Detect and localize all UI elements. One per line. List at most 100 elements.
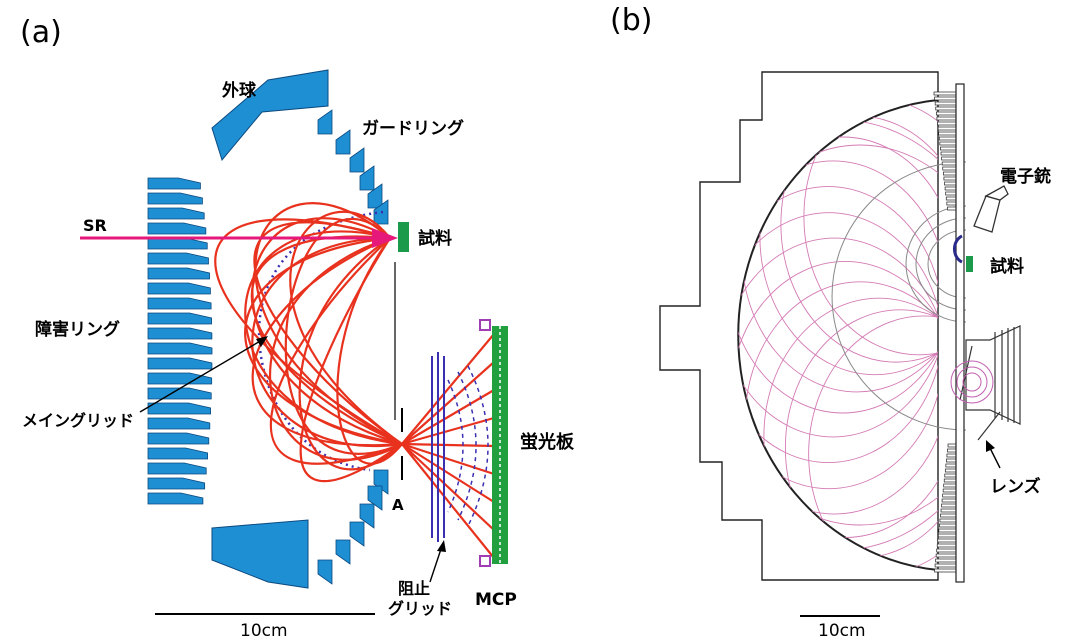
trajectory-b [738, 261, 938, 538]
mcp-bottom [479, 555, 491, 567]
obstacle-ring-plate [147, 432, 210, 445]
label-mcp: MCP [475, 590, 517, 610]
comb-tooth [936, 543, 957, 548]
trajectory-fan [401, 443, 495, 559]
trajectory-b [738, 186, 938, 463]
trajectory-fan [401, 443, 495, 503]
trajectory-fan [401, 389, 495, 445]
comb-tooth [945, 463, 957, 468]
trajectory-fan [401, 333, 495, 445]
trajectory-b [759, 100, 938, 376]
label-lens: レンズ [990, 476, 1041, 497]
comb-tooth [938, 528, 957, 533]
trajectory-fan [401, 442, 495, 448]
scale-label-b: 10cm [818, 621, 866, 641]
retard-grid-dashes [447, 365, 489, 527]
comb-electrodes-bottom [934, 443, 957, 573]
trajectory-fan [401, 361, 495, 445]
comb-tooth [937, 126, 957, 131]
electron-trajectories-b [738, 100, 938, 570]
phosphor-screen [492, 326, 508, 564]
lens-arrow [989, 447, 1001, 469]
comb-tooth [942, 488, 957, 493]
guard-ring-plate [317, 559, 333, 585]
obstacle-ring-plate [147, 207, 205, 220]
comb-tooth [939, 518, 957, 523]
sample-b [966, 256, 973, 272]
guard-ring-plate [349, 521, 365, 547]
panel-b: (b) [610, 3, 1051, 641]
comb-tooth [944, 468, 957, 473]
obstacle-ring-plate [147, 177, 201, 190]
comb-tooth [935, 553, 957, 558]
obstacle-ring-plate [147, 417, 211, 430]
obstacle-ring-plate [147, 222, 207, 235]
housing-outline [659, 71, 939, 581]
obstacle-ring-plate [147, 297, 212, 310]
comb-tooth [946, 458, 957, 463]
trajectory-b [763, 297, 938, 570]
obstacle-ring-plate [147, 402, 212, 415]
comb-tooth [936, 548, 957, 553]
comb-tooth [941, 503, 957, 508]
label-sample-b: 試料 [990, 256, 1024, 277]
label-screen: 蛍光板 [520, 431, 575, 453]
retard-grid-arrowhead [437, 540, 446, 552]
lens-arrowhead [986, 440, 995, 452]
electron-gun [973, 185, 1009, 233]
guard-ring-plate [367, 485, 383, 511]
trajectory [214, 218, 403, 445]
right-plate [955, 83, 965, 583]
trajectory [244, 230, 403, 446]
comb-tooth [944, 186, 957, 191]
comb-tooth [935, 106, 957, 111]
outer-sphere-top [211, 69, 329, 162]
trajectory-b [738, 144, 938, 526]
outer-sphere-bottom [211, 519, 309, 589]
comb-tooth [945, 191, 957, 196]
comb-tooth [940, 508, 957, 513]
hemisphere [737, 99, 939, 571]
guard-ring-plate [349, 147, 365, 173]
trajectory [284, 218, 403, 455]
obstacle-ring-plate [147, 267, 210, 280]
inner-electrodes [831, 161, 967, 431]
comb-tooth [943, 176, 957, 181]
comb-tooth [935, 558, 957, 563]
trajectory-b [738, 136, 938, 414]
guard-ring-plate [335, 129, 351, 155]
lens-assembly [959, 325, 1021, 441]
label-sample-a: 試料 [418, 228, 452, 249]
obstacle-ring-plate [147, 372, 213, 385]
retard-grid-arrow [429, 545, 443, 583]
trajectory-b [784, 309, 938, 570]
obstacle-rings [147, 177, 213, 505]
comb-tooth [940, 151, 957, 156]
comb-tooth [943, 483, 957, 488]
label-sr: SR [83, 216, 107, 235]
comb-tooth [944, 181, 957, 186]
comb-tooth [938, 136, 957, 141]
obstacle-ring-plate [147, 477, 206, 490]
guard-rings [317, 109, 389, 585]
comb-tooth [939, 523, 957, 528]
label-main-grid: メイングリッド [22, 411, 134, 430]
comb-tooth [945, 196, 957, 201]
trajectory-b [738, 212, 938, 490]
obstacle-ring-plate [147, 462, 207, 475]
sample-a [398, 222, 409, 252]
guard-ring-plate [317, 109, 333, 135]
comb-tooth [940, 513, 957, 518]
guard-ring-plate [373, 469, 389, 495]
retarding-grids [431, 352, 445, 542]
comb-tooth [936, 116, 957, 121]
main-grid-arrowhead [256, 336, 268, 347]
comb-tooth [934, 563, 957, 568]
trajectory [289, 210, 403, 445]
guard-ring-plate [335, 539, 351, 565]
comb-tooth [937, 121, 957, 126]
obstacle-ring-plate [147, 327, 213, 340]
trajectory-b [738, 237, 938, 515]
